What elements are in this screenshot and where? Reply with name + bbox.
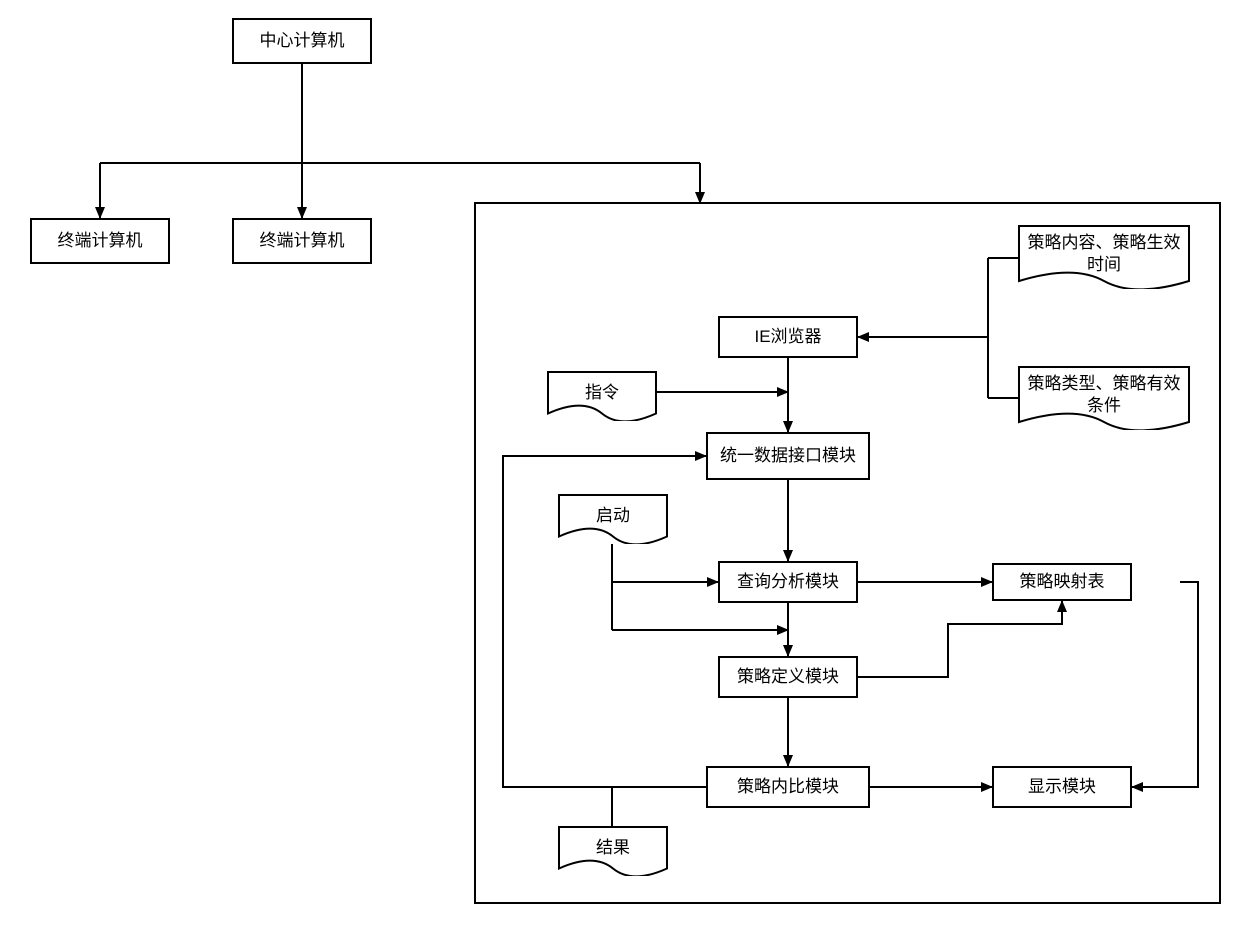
node-policycmp: 策略内比模块: [706, 766, 870, 808]
node-label: IE浏览器: [754, 326, 821, 348]
node-label: 策略映射表: [1020, 571, 1105, 593]
node-label: 策略类型、策略有效条件: [1018, 369, 1190, 427]
edge-mapping-to-display: [1132, 582, 1198, 787]
node-unified: 统一数据接口模块: [706, 432, 870, 480]
node-doc_result: 结果: [558, 826, 668, 876]
node-policydef: 策略定义模块: [718, 656, 858, 698]
node-doc_type: 策略类型、策略有效条件: [1018, 366, 1190, 430]
node-label: 策略内比模块: [737, 776, 839, 798]
node-display: 显示模块: [992, 766, 1132, 808]
node-label: 统一数据接口模块: [720, 445, 856, 467]
node-terminal2: 终端计算机: [232, 218, 372, 264]
node-label: 指令: [577, 378, 627, 414]
node-label: 终端计算机: [260, 230, 345, 252]
node-mapping: 策略映射表: [992, 563, 1132, 601]
edge-result-to-cmp: [612, 787, 706, 826]
node-query: 查询分析模块: [718, 561, 858, 603]
node-label: 启动: [588, 501, 638, 537]
node-central: 中心计算机: [232, 18, 372, 64]
node-label: 策略内容、策略生效时间: [1018, 228, 1190, 286]
edge-policydef-to-mapping: [858, 601, 1062, 677]
node-label: 显示模块: [1028, 776, 1096, 798]
node-label: 终端计算机: [58, 230, 143, 252]
node-label: 查询分析模块: [737, 571, 839, 593]
node-terminal1: 终端计算机: [30, 218, 170, 264]
node-doc_instr: 指令: [547, 371, 657, 421]
node-label: 中心计算机: [260, 30, 345, 52]
diagram-canvas: 中心计算机终端计算机 终端计算机 IE浏览器统一数据接口模块查询分析模块策略定义模块…: [0, 0, 1240, 931]
node-label: 策略定义模块: [737, 666, 839, 688]
node-doc_content: 策略内容、策略生效时间: [1018, 225, 1190, 289]
node-doc_start: 启动: [558, 494, 668, 544]
node-label: 结果: [588, 833, 638, 869]
node-ie: IE浏览器: [718, 316, 858, 358]
